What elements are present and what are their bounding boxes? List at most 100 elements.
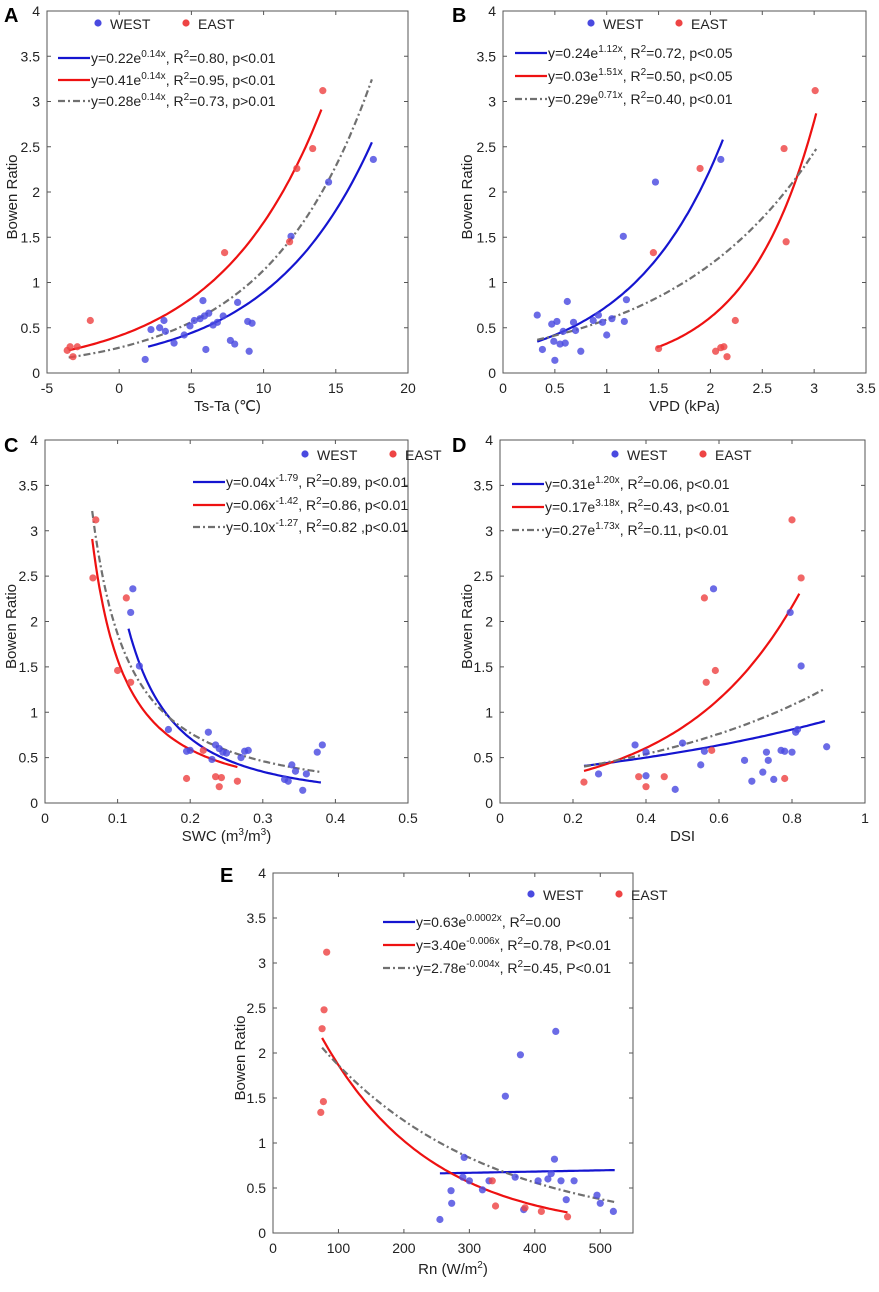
point-west — [717, 155, 725, 164]
point-west — [759, 768, 767, 776]
point-east — [323, 948, 331, 956]
x-tick-label: 1.5 — [649, 380, 669, 396]
point-west — [642, 748, 650, 756]
fit-line-all — [321, 1046, 615, 1204]
point-east — [217, 773, 226, 782]
point-west — [797, 662, 805, 670]
x-axis-label: SWC (m3/m3) — [182, 827, 271, 845]
point-west — [631, 741, 639, 749]
x-tick-label: 0.4 — [636, 810, 656, 826]
x-tick-label: 2.5 — [753, 380, 773, 396]
y-tick-label: 2 — [30, 614, 38, 630]
point-east — [309, 144, 317, 153]
fit-line-east — [656, 113, 818, 349]
legend-marker-east — [675, 19, 683, 27]
point-west — [318, 741, 326, 749]
fit-equation-west: y=0.24e1.12x, R2=0.72, p<0.05 — [548, 44, 733, 61]
point-west — [199, 297, 207, 305]
x-tick-label: 15 — [328, 380, 344, 396]
point-east — [654, 344, 663, 353]
y-tick-label: 1.5 — [474, 659, 494, 675]
x-tick-label: 0.2 — [563, 810, 583, 826]
point-west — [287, 232, 295, 240]
y-axis-label: Bowen Ratio — [459, 584, 476, 669]
x-tick-label: 0.3 — [253, 810, 273, 826]
legend-marker-east — [389, 450, 397, 458]
x-tick-label: 0 — [41, 810, 49, 826]
y-axis-label: Bowen Ratio — [4, 154, 21, 239]
point-east — [221, 249, 229, 257]
point-east — [649, 249, 657, 257]
point-west — [671, 785, 679, 793]
panel-label: B — [452, 5, 466, 27]
point-east — [319, 1098, 327, 1106]
legend: WEST EAST y=0.63e0.0002x, R2=0.00 y=3.40e-0… — [383, 887, 668, 976]
point-west — [678, 739, 687, 747]
fit-equation-east: y=0.17e3.18x, R2=0.43, p<0.01 — [545, 498, 730, 515]
y-tick-label: 2 — [485, 614, 493, 630]
point-west — [697, 761, 705, 769]
x-tick-label: -5 — [41, 380, 54, 396]
point-west — [299, 786, 307, 794]
point-east — [537, 1207, 545, 1215]
x-tick-label: 0.6 — [709, 810, 729, 826]
point-west — [511, 1173, 519, 1181]
y-tick-label: 3.5 — [474, 477, 494, 493]
point-east — [700, 594, 709, 602]
legend-marker-east — [182, 19, 190, 27]
y-tick-label: 3 — [485, 523, 493, 539]
fit-equation-east: y=3.40e-0.006x, R2=0.78, P<0.01 — [416, 936, 611, 953]
x-tick-label: 0.2 — [180, 810, 200, 826]
y-tick-label: 0 — [30, 795, 38, 811]
panel-d: 0 0.2 0.4 0.6 0.8 1 0 0.5 1 1.5 2 2.5 3 3.5 4 D Bowen Ra… — [452, 432, 869, 845]
point-east — [660, 773, 668, 781]
point-west — [459, 1173, 467, 1181]
panel-label: C — [4, 435, 18, 457]
panel-e: 0 100 200 300 400 500 0 0.5 1 1.5 2 2.5 3 3.5 4 E Bowen … — [220, 865, 668, 1278]
point-west — [190, 316, 198, 325]
panel-b: 0 0.5 1 1.5 2 2.5 3 3.5 0 0.5 1 1.5 2 2.5 3 3.5 4 B Bowen … — [452, 3, 876, 415]
point-west — [608, 315, 616, 323]
y-tick-label: 3 — [258, 955, 266, 971]
y-tick-label: 2.5 — [19, 568, 39, 584]
x-axis-label: VPD (kPa) — [649, 398, 720, 415]
point-west — [170, 339, 178, 347]
point-east — [781, 774, 789, 783]
point-west — [204, 728, 212, 736]
point-west — [562, 1196, 570, 1204]
point-west — [538, 345, 547, 354]
x-tick-label: 200 — [392, 1240, 416, 1256]
y-tick-label: 0 — [32, 365, 40, 381]
y-tick-label: 4 — [30, 432, 38, 448]
point-west — [620, 317, 628, 326]
point-west — [700, 747, 709, 755]
x-tick-label: 0 — [496, 810, 504, 826]
x-tick-label: 1 — [861, 810, 869, 826]
point-east — [797, 574, 805, 582]
fit-line-all — [91, 510, 322, 774]
point-east — [66, 343, 74, 351]
legend-label-east: EAST — [691, 16, 728, 32]
point-east — [580, 778, 588, 786]
point-east — [712, 347, 720, 355]
y-tick-label: 0.5 — [21, 320, 41, 336]
x-tick-label: 2 — [707, 380, 715, 396]
point-west — [770, 775, 778, 784]
legend-label-west: WEST — [317, 447, 358, 463]
point-west — [786, 608, 794, 617]
legend-marker-west — [94, 19, 102, 27]
point-east — [731, 316, 739, 325]
point-west — [823, 743, 831, 751]
panel-label: E — [220, 865, 233, 887]
point-west — [762, 748, 771, 756]
point-west — [127, 608, 135, 617]
y-tick-label: 1 — [30, 704, 38, 720]
point-west — [369, 155, 377, 164]
fit-line-east — [68, 109, 323, 352]
fit-equation-all: y=0.29e0.71x, R2=0.40, p<0.01 — [548, 90, 733, 107]
point-west — [709, 585, 718, 593]
legend-marker-east — [699, 450, 707, 458]
x-axis-label: DSI — [670, 828, 695, 845]
fit-line-west — [536, 139, 724, 343]
point-west — [164, 725, 173, 734]
